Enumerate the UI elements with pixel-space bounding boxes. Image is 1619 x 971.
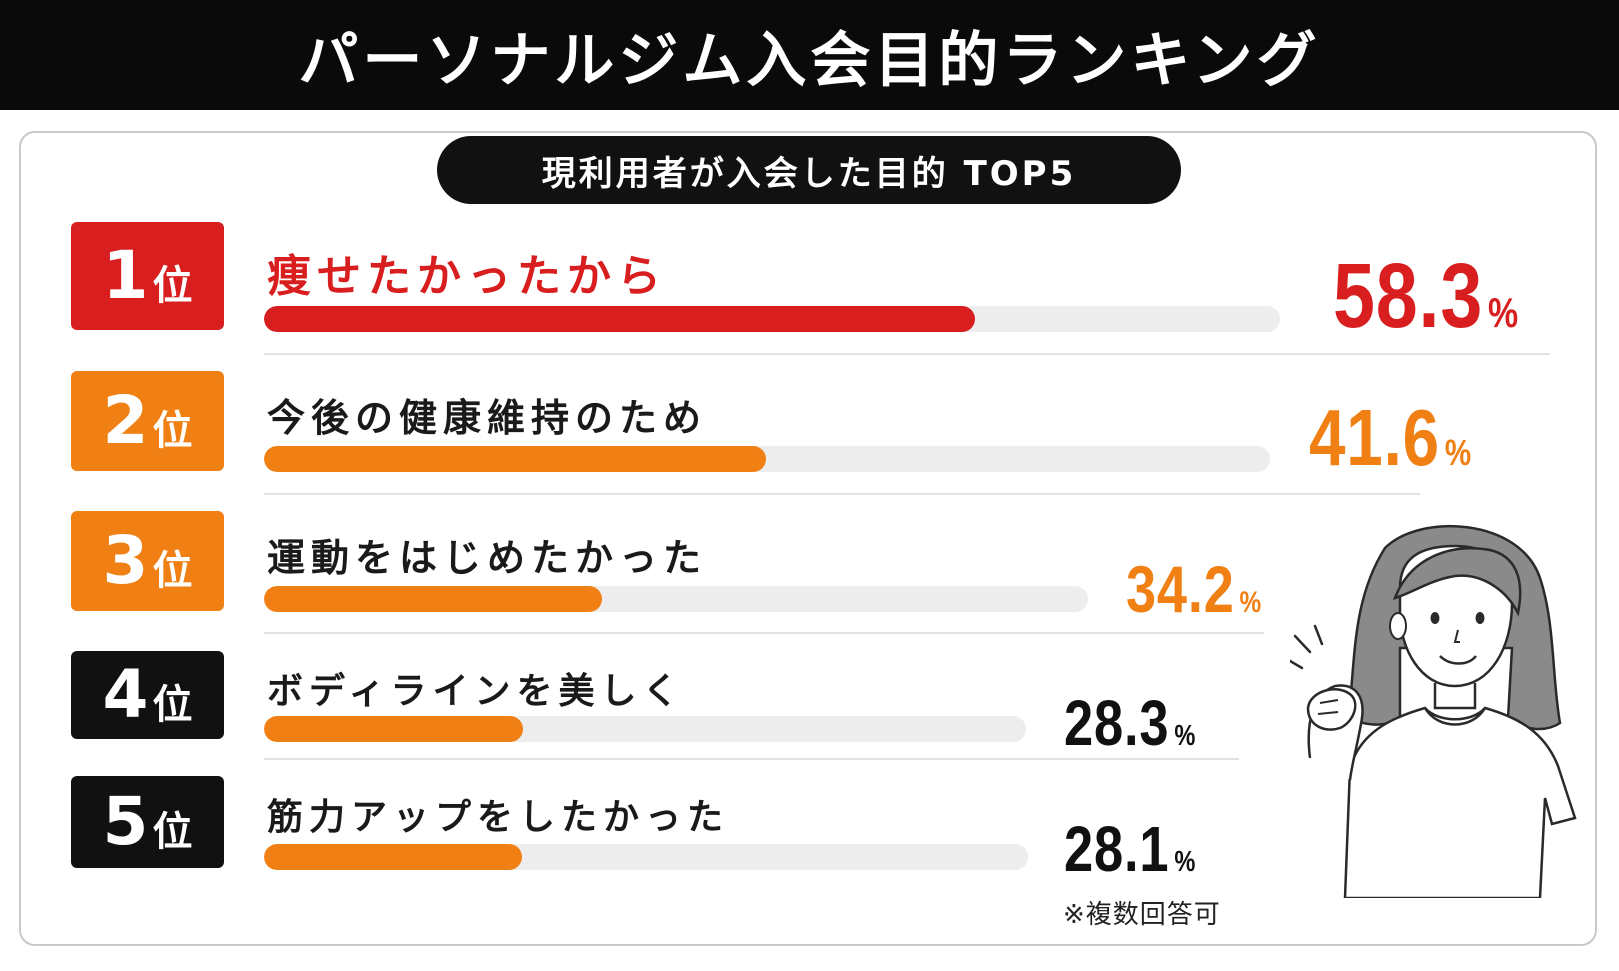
bar-5	[264, 844, 522, 870]
value-label-5: 28.1%	[1064, 812, 1196, 886]
item-label-1: 痩せたかったから	[267, 251, 667, 302]
bar-track-4	[264, 716, 1026, 742]
item-label-3: 運動をはじめたかった	[267, 536, 708, 580]
woman-illustration	[1290, 524, 1577, 898]
bar-track-3	[264, 586, 1088, 612]
item-label-4: ボディラインを美しく	[267, 671, 685, 712]
value-number: 34.2	[1126, 552, 1235, 626]
rank-badge-2: 2 位	[71, 371, 224, 471]
value-number: 28.3	[1064, 687, 1170, 759]
rank-suffix: 位	[152, 548, 193, 594]
rank-number: 3	[102, 522, 149, 599]
row-divider	[264, 353, 1550, 355]
value-label-4: 28.3%	[1064, 686, 1196, 760]
bar-track-5	[264, 844, 1028, 870]
row-divider	[264, 758, 1239, 760]
rank-badge-3: 3 位	[71, 511, 224, 611]
value-unit: %	[1444, 432, 1472, 473]
value-unit: %	[1174, 720, 1197, 752]
rank-badge-4: 4 位	[71, 651, 224, 739]
page-title: パーソナルジム入会目的ランキング	[0, 0, 1619, 110]
item-label-5: 筋力アップをしたかった	[267, 797, 730, 838]
value-unit: %	[1174, 846, 1197, 878]
rank-number: 5	[102, 783, 149, 860]
row-divider	[264, 493, 1420, 495]
rank-badge-5: 5 位	[71, 776, 224, 868]
bar-2	[264, 446, 767, 472]
rank-badge-1: 1 位	[71, 222, 224, 330]
row-divider	[264, 632, 1264, 634]
rank-number: 1	[102, 237, 149, 314]
value-number: 41.6	[1309, 393, 1440, 482]
item-label-2: 今後の健康維持のため	[267, 396, 708, 440]
value-unit: %	[1488, 290, 1520, 336]
rank-number: 4	[102, 656, 149, 733]
value-unit: %	[1239, 586, 1263, 619]
bar-track-1	[264, 306, 1280, 332]
rank-number: 2	[102, 382, 149, 459]
chart-subtitle: 現利用者が入会した目的 TOP5	[437, 136, 1181, 204]
rank-suffix: 位	[152, 682, 193, 728]
rank-suffix: 位	[152, 263, 193, 309]
value-label-2: 41.6%	[1309, 392, 1472, 484]
rank-suffix: 位	[152, 809, 193, 855]
value-label-1: 58.3%	[1333, 244, 1519, 349]
bar-4	[264, 716, 523, 742]
value-number: 58.3	[1333, 245, 1484, 347]
value-number: 28.1	[1064, 813, 1170, 885]
bar-3	[264, 586, 603, 612]
rank-suffix: 位	[152, 408, 193, 454]
footnote: ※複数回答可	[1063, 900, 1221, 930]
bar-1	[264, 306, 975, 332]
bar-track-2	[264, 446, 1270, 472]
value-label-3: 34.2%	[1126, 551, 1262, 627]
ranking-card	[19, 131, 1597, 946]
